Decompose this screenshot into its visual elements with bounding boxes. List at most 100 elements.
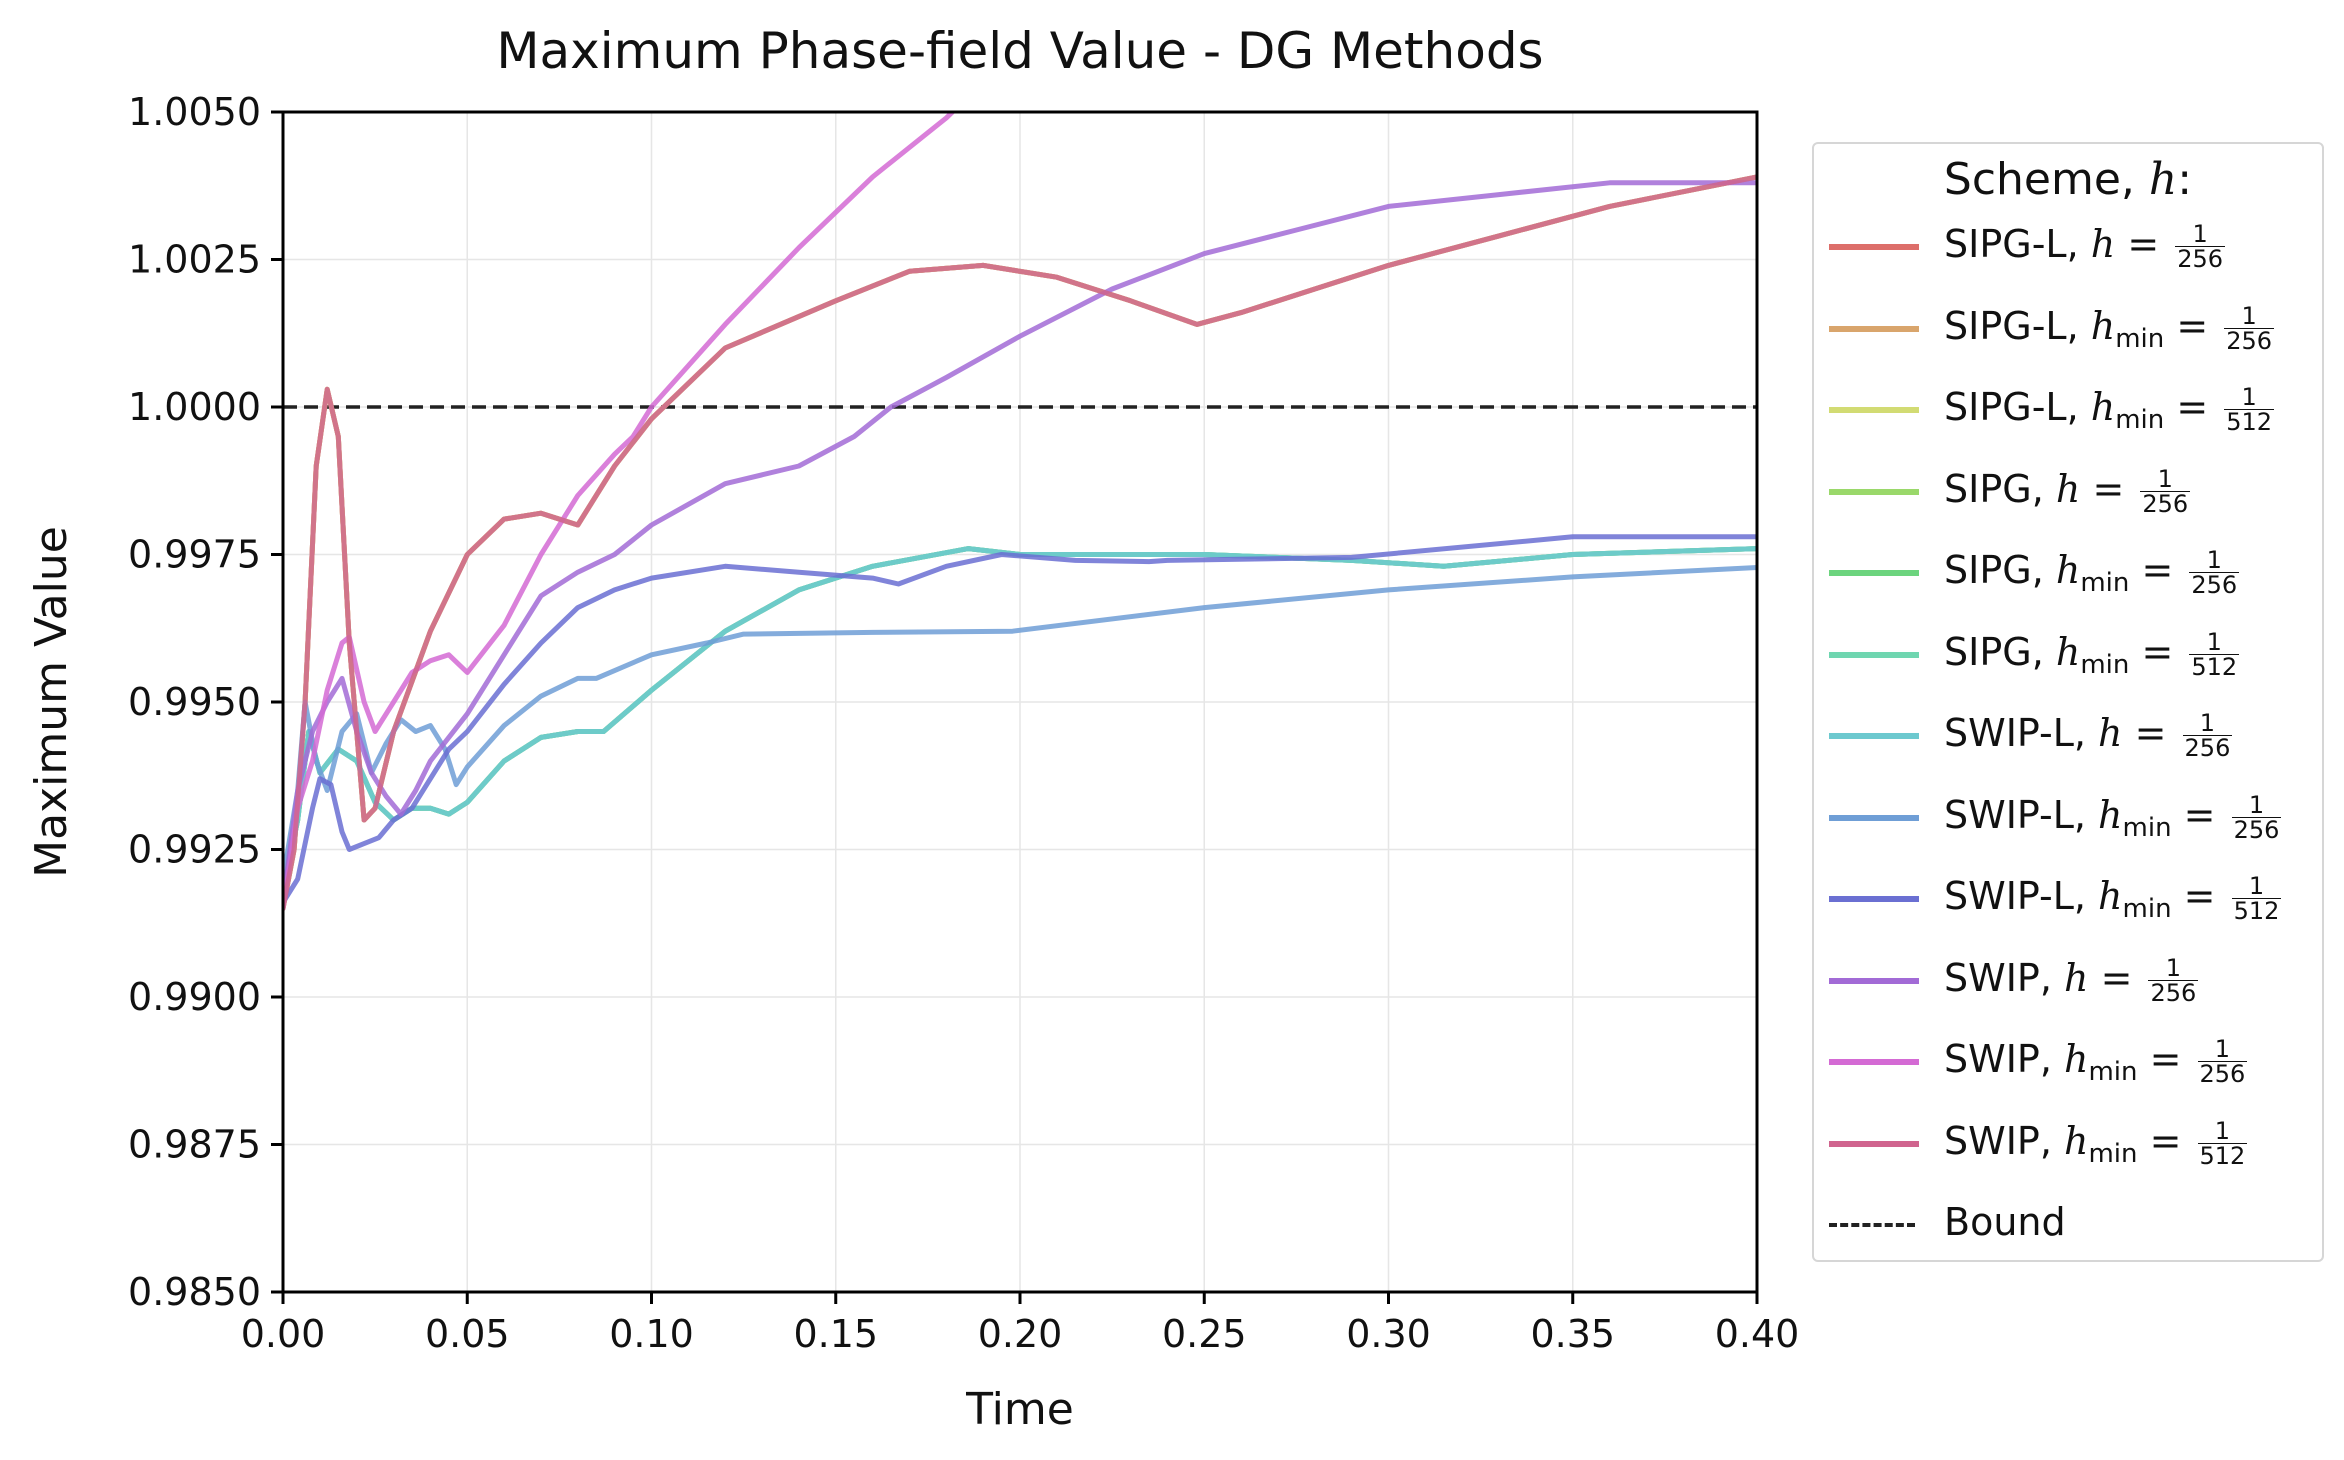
legend-separator: , bbox=[2073, 792, 2099, 837]
legend-scheme: SWIP bbox=[1944, 1118, 2040, 1163]
legend-label: SWIP-L, hmin = 1 256 bbox=[1944, 792, 2282, 843]
legend-swatch bbox=[1829, 651, 1919, 658]
legend-equals: = bbox=[2164, 303, 2221, 348]
legend-swatch bbox=[1829, 488, 1919, 495]
legend-separator: , bbox=[2066, 222, 2091, 266]
legend-swatch bbox=[1829, 325, 1919, 332]
chart-title: Maximum Phase-field Value - DG Methods bbox=[496, 22, 1543, 80]
fraction-numerator: 1 bbox=[2224, 385, 2275, 410]
legend-item: Bound bbox=[1824, 1194, 2314, 1254]
legend-fraction: 1 512 bbox=[2224, 385, 2275, 436]
legend-item: SWIP-L, h = 1 256 bbox=[1824, 705, 2314, 765]
legend-item: SWIP-L, hmin = 1 512 bbox=[1824, 868, 2314, 928]
x-tick-label: 0.15 bbox=[793, 1312, 878, 1356]
legend-param-sub: min bbox=[2115, 405, 2165, 435]
legend-separator: , bbox=[2039, 1037, 2064, 1081]
y-axis-title: Maximum Value bbox=[26, 526, 77, 878]
legend-bound-name: Bound bbox=[1944, 1200, 2066, 1244]
fraction-denominator: 512 bbox=[2191, 652, 2238, 681]
legend-separator: , bbox=[2073, 874, 2099, 918]
legend-equals: = bbox=[2171, 792, 2228, 837]
legend-label: SWIP, hmin = 1 512 bbox=[1944, 1118, 2248, 1170]
fraction-denominator: 512 bbox=[2199, 1141, 2246, 1170]
legend-item: SIPG, hmin = 1 512 bbox=[1824, 624, 2314, 684]
x-tick-label: 0.35 bbox=[1530, 1312, 1615, 1356]
fraction-numerator: 1 bbox=[2197, 1037, 2248, 1062]
legend-separator: , bbox=[2039, 955, 2064, 1000]
legend-fraction: 1 256 bbox=[2175, 222, 2226, 271]
fraction-numerator: 1 bbox=[2231, 874, 2282, 899]
legend-fraction: 1 256 bbox=[2224, 304, 2275, 355]
legend-param-sub: min bbox=[2080, 649, 2130, 680]
series-line-6 bbox=[283, 546, 1757, 894]
legend-scheme: SWIP-L bbox=[1944, 711, 2074, 755]
legend-param: h bbox=[2055, 629, 2081, 674]
legend-swatch bbox=[1829, 896, 1919, 902]
legend-equals: = bbox=[2129, 548, 2186, 592]
x-tick-label: 0.30 bbox=[1346, 1312, 1431, 1356]
y-tick-label: 1.0025 bbox=[128, 238, 261, 282]
legend-item: SWIP, h = 1 256 bbox=[1824, 950, 2314, 1010]
legend-param: h bbox=[2064, 1037, 2089, 1081]
legend-param-sub: min bbox=[2115, 323, 2165, 354]
legend-scheme: SIPG-L bbox=[1944, 385, 2067, 429]
legend-item: SWIP, hmin = 1 256 bbox=[1824, 1031, 2314, 1091]
legend-scheme: SIPG bbox=[1944, 629, 2032, 674]
legend-fraction: 1 256 bbox=[2148, 956, 2199, 1005]
series-line-11 bbox=[283, 174, 1757, 911]
legend-scheme: SWIP bbox=[1944, 1037, 2040, 1081]
legend-equals: = bbox=[2129, 629, 2186, 674]
legend-separator: , bbox=[2066, 303, 2091, 348]
legend-param: h bbox=[2064, 1118, 2089, 1163]
legend-item: SIPG, h = 1 256 bbox=[1824, 461, 2314, 521]
y-tick-label: 0.9850 bbox=[128, 1270, 261, 1314]
x-tick-label: 0.40 bbox=[1715, 1312, 1800, 1356]
fraction-denominator: 256 bbox=[2199, 1060, 2246, 1088]
legend-param-sub: min bbox=[2080, 568, 2130, 598]
legend-scheme: SIPG-L bbox=[1944, 222, 2067, 266]
fraction-numerator: 1 bbox=[2175, 222, 2226, 247]
legend-label: SWIP, hmin = 1 256 bbox=[1944, 1037, 2248, 1088]
fraction-numerator: 1 bbox=[2197, 1119, 2248, 1144]
legend-param-sub: min bbox=[2088, 1057, 2138, 1087]
legend-item: SIPG, hmin = 1 256 bbox=[1824, 542, 2314, 602]
legend-label-bound: Bound bbox=[1944, 1200, 2066, 1244]
legend-label: SIPG-L, hmin = 1 256 bbox=[1944, 303, 2275, 355]
fraction-denominator: 256 bbox=[2142, 489, 2189, 518]
fraction-numerator: 1 bbox=[2231, 793, 2282, 818]
legend-equals: = bbox=[2164, 385, 2221, 429]
legend-item: SIPG-L, h = 1 256 bbox=[1824, 216, 2314, 276]
legend-item: SWIP, hmin = 1 512 bbox=[1824, 1113, 2314, 1173]
x-tick-label: 0.05 bbox=[425, 1312, 510, 1356]
legend-separator: , bbox=[2031, 466, 2056, 511]
y-tick-label: 0.9900 bbox=[128, 975, 261, 1019]
x-tick-label: 0.20 bbox=[978, 1312, 1063, 1356]
legend-scheme: SIPG-L bbox=[1944, 303, 2067, 348]
fraction-denominator: 256 bbox=[2226, 326, 2273, 355]
legend-item: SIPG-L, hmin = 1 256 bbox=[1824, 298, 2314, 358]
legend-swatch bbox=[1829, 407, 1919, 413]
legend-title-math: h bbox=[2148, 154, 2178, 205]
legend-param: h bbox=[2055, 548, 2081, 592]
y-tick-label: 0.9875 bbox=[128, 1123, 261, 1167]
legend-fraction: 1 256 bbox=[2197, 1037, 2248, 1088]
legend-param: h bbox=[2098, 711, 2123, 755]
fraction-denominator: 512 bbox=[2226, 408, 2273, 436]
legend-swatch bbox=[1829, 733, 1919, 739]
legend-scheme: SIPG bbox=[1944, 548, 2032, 592]
y-tick-label: 0.9950 bbox=[128, 680, 261, 724]
legend-swatch bbox=[1829, 244, 1919, 250]
legend-fraction: 1 256 bbox=[2189, 548, 2240, 599]
series-line-10 bbox=[283, 112, 957, 911]
legend-label: SIPG, hmin = 1 256 bbox=[1944, 548, 2240, 599]
y-tick-label: 1.0050 bbox=[128, 90, 261, 134]
legend-fraction: 1 256 bbox=[2231, 793, 2282, 842]
fraction-denominator: 256 bbox=[2191, 571, 2238, 599]
legend-fraction: 1 512 bbox=[2197, 1119, 2248, 1170]
legend-title: Scheme, h: bbox=[1814, 154, 2322, 205]
grid bbox=[282, 111, 1758, 1293]
legend: Scheme, h: SIPG-L, h = 1 256 SIPG-L, hmin … bbox=[1812, 142, 2324, 1262]
legend-label: SIPG, hmin = 1 512 bbox=[1944, 629, 2240, 681]
legend-title-suffix: : bbox=[2177, 154, 2193, 205]
